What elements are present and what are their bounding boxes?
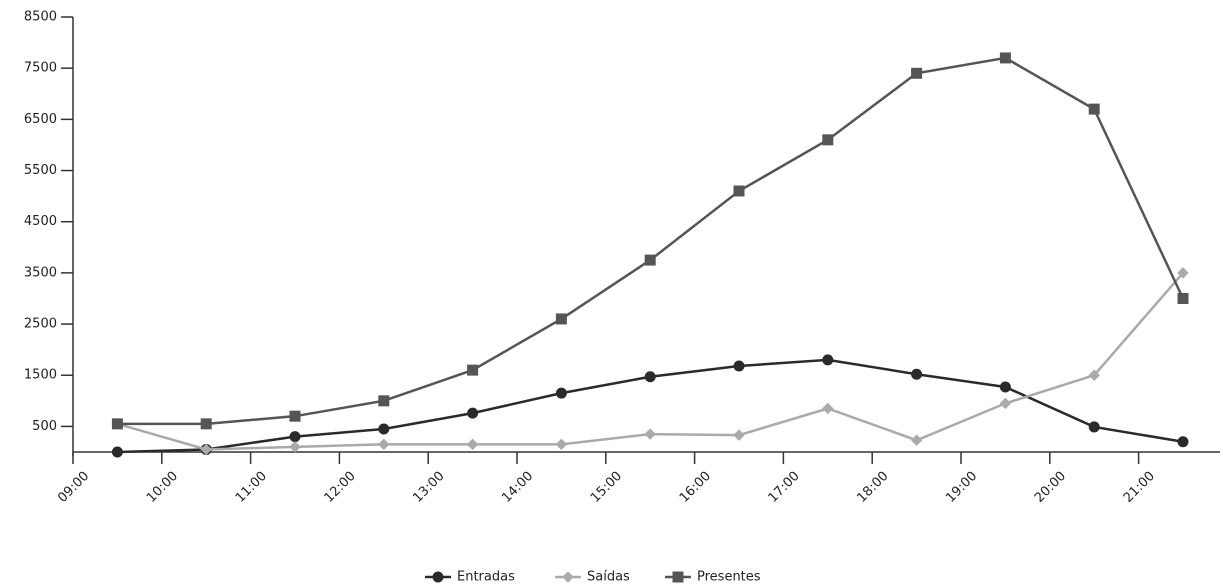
point	[911, 368, 923, 380]
point	[378, 438, 390, 451]
x-tick-label: 10:00	[144, 469, 181, 506]
point	[289, 410, 301, 422]
x-tick-label: 14:00	[499, 469, 536, 506]
point	[289, 441, 301, 453]
y-tick-label: 2500	[24, 317, 57, 332]
x-tick-label: 17:00	[766, 469, 803, 506]
point	[200, 443, 212, 456]
point	[1177, 436, 1189, 448]
point	[733, 429, 745, 441]
x-tick-label: 18:00	[854, 469, 891, 506]
point	[111, 418, 123, 430]
point	[911, 67, 923, 79]
x-tick-label: 09:00	[55, 469, 92, 506]
x-tick-label: 20:00	[1032, 469, 1069, 506]
point	[378, 423, 390, 435]
point	[822, 134, 834, 146]
x-tick-label: 19:00	[943, 469, 980, 506]
point	[1088, 421, 1100, 433]
y-tick-label: 500	[32, 419, 57, 434]
x-tick-label: 15:00	[588, 469, 625, 506]
y-tick-label: 8500	[24, 10, 57, 25]
point	[733, 185, 745, 197]
point	[555, 387, 567, 399]
point	[644, 428, 656, 440]
point	[200, 418, 212, 430]
point	[1177, 267, 1189, 279]
point	[555, 313, 567, 325]
legend-marker	[672, 571, 684, 583]
y-tick-label: 5500	[24, 163, 57, 178]
y-tick-label: 4500	[24, 214, 57, 229]
point	[467, 364, 479, 376]
x-tick-label: 11:00	[233, 469, 270, 506]
legend-marker	[562, 571, 574, 583]
point	[111, 446, 123, 458]
x-tick-label: 13:00	[410, 469, 447, 506]
point	[910, 434, 923, 446]
point	[644, 254, 656, 266]
point	[466, 438, 479, 451]
point	[822, 402, 834, 415]
point	[1088, 369, 1100, 381]
legend-marker	[432, 571, 444, 583]
y-tick-label: 3500	[24, 265, 57, 280]
point	[1177, 292, 1189, 304]
point	[999, 397, 1012, 410]
y-tick-label: 1500	[24, 368, 57, 383]
point	[999, 381, 1011, 393]
legend-label: Entradas	[457, 570, 515, 585]
point	[289, 431, 301, 443]
point	[644, 371, 656, 383]
point	[999, 52, 1011, 64]
y-tick-label: 7500	[24, 61, 57, 76]
point	[733, 360, 745, 372]
legend: Entradas Saídas Presentes	[425, 570, 761, 585]
point	[1088, 103, 1100, 115]
series-line	[117, 272, 1184, 451]
x-tick-label: 16:00	[677, 469, 714, 506]
legend-label: Presentes	[697, 570, 761, 585]
point	[467, 407, 479, 419]
y-tick-label: 6500	[24, 112, 57, 127]
point	[378, 395, 390, 407]
x-tick-label: 21:00	[1121, 469, 1158, 506]
legend-label: Saídas	[587, 570, 630, 585]
series-line	[117, 56, 1185, 426]
point	[555, 438, 568, 451]
point	[822, 354, 834, 366]
x-tick-label: 12:00	[322, 469, 359, 506]
